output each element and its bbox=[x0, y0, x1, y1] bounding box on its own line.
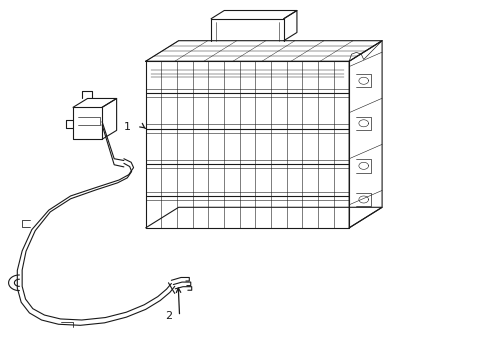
Text: 2: 2 bbox=[165, 311, 172, 321]
Text: 1: 1 bbox=[124, 122, 131, 132]
